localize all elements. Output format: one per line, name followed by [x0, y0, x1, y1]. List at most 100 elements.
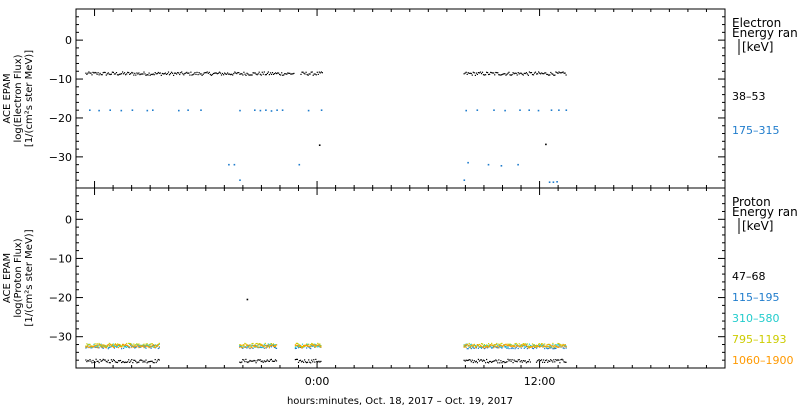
data-point [502, 346, 504, 348]
data-point [499, 343, 501, 346]
data-point [546, 359, 548, 361]
data-point [523, 72, 525, 74]
data-point [102, 72, 104, 74]
data-point [500, 74, 502, 76]
data-point [243, 71, 245, 73]
data-point [190, 71, 192, 73]
data-point [504, 362, 506, 364]
data-point [239, 73, 241, 75]
data-point [307, 109, 310, 112]
data-point [121, 348, 123, 350]
data-point [110, 345, 112, 347]
data-point [317, 73, 319, 75]
data-point [286, 73, 288, 75]
data-point [260, 344, 262, 347]
data-point [239, 346, 241, 348]
legend-entry: 47–68 [732, 270, 766, 283]
data-point [552, 348, 554, 350]
data-point [504, 73, 506, 75]
data-point [478, 346, 480, 348]
data-point [535, 361, 538, 363]
data-point [150, 73, 152, 75]
data-point [476, 109, 479, 111]
data-point [558, 343, 560, 345]
data-point [100, 346, 102, 348]
data-point [253, 72, 255, 74]
data-point [527, 347, 529, 349]
data-point [142, 361, 144, 363]
data-point [249, 74, 251, 76]
data-point [550, 346, 552, 348]
data-point [259, 109, 262, 112]
legend-entry: 175–315 [732, 124, 780, 137]
data-point [483, 344, 486, 346]
data-point [86, 345, 88, 347]
data-point [306, 343, 308, 345]
data-point [294, 345, 296, 347]
data-point [96, 345, 98, 347]
data-point [128, 342, 130, 344]
data-point [110, 346, 112, 348]
data-point [98, 109, 100, 112]
data-point [551, 346, 553, 348]
data-point [89, 346, 91, 348]
data-point [466, 343, 468, 345]
data-point [99, 345, 101, 347]
data-point [519, 72, 521, 74]
data-point [318, 345, 320, 347]
data-point [463, 344, 465, 346]
data-point [471, 344, 473, 346]
data-point [510, 74, 512, 76]
data-point [102, 358, 104, 360]
data-point [113, 345, 115, 347]
data-point [317, 342, 319, 344]
data-point [116, 344, 119, 346]
data-point [138, 343, 140, 345]
data-point [270, 343, 272, 345]
data-point [208, 71, 210, 73]
data-point [543, 73, 545, 75]
data-point [468, 72, 470, 74]
data-point [179, 73, 181, 76]
y-axis-title-line: ACE EPAM [2, 73, 13, 123]
y-axis-title-line: ACE EPAM [2, 253, 13, 303]
data-point [114, 345, 116, 348]
data-point [318, 360, 320, 362]
data-point [304, 344, 306, 346]
data-point [104, 346, 106, 349]
data-point [521, 361, 523, 363]
data-point [510, 347, 512, 350]
data-point [502, 361, 504, 363]
data-point [152, 361, 154, 364]
data-point [211, 74, 213, 76]
data-point [476, 345, 478, 347]
data-point [498, 74, 500, 76]
data-point [248, 345, 250, 347]
data-point [240, 362, 242, 364]
data-point [108, 347, 110, 349]
data-point [290, 73, 292, 75]
data-point [89, 109, 91, 111]
data-point [536, 360, 539, 362]
data-point [245, 74, 247, 76]
data-point [258, 346, 260, 348]
data-point [282, 74, 284, 76]
data-point [117, 74, 120, 76]
data-point [523, 343, 525, 345]
data-point [108, 344, 110, 346]
data-point [299, 344, 302, 347]
data-point [272, 345, 274, 347]
data-point [478, 72, 480, 74]
data-point [500, 343, 502, 345]
data-point [247, 346, 249, 348]
data-point [138, 345, 140, 348]
data-point [550, 347, 552, 349]
data-point [175, 72, 177, 74]
data-point [548, 343, 550, 346]
data-point [521, 344, 523, 346]
data-point [318, 343, 320, 345]
data-point [312, 345, 314, 347]
data-point [524, 346, 526, 348]
data-point [464, 72, 466, 74]
data-point [103, 71, 105, 73]
